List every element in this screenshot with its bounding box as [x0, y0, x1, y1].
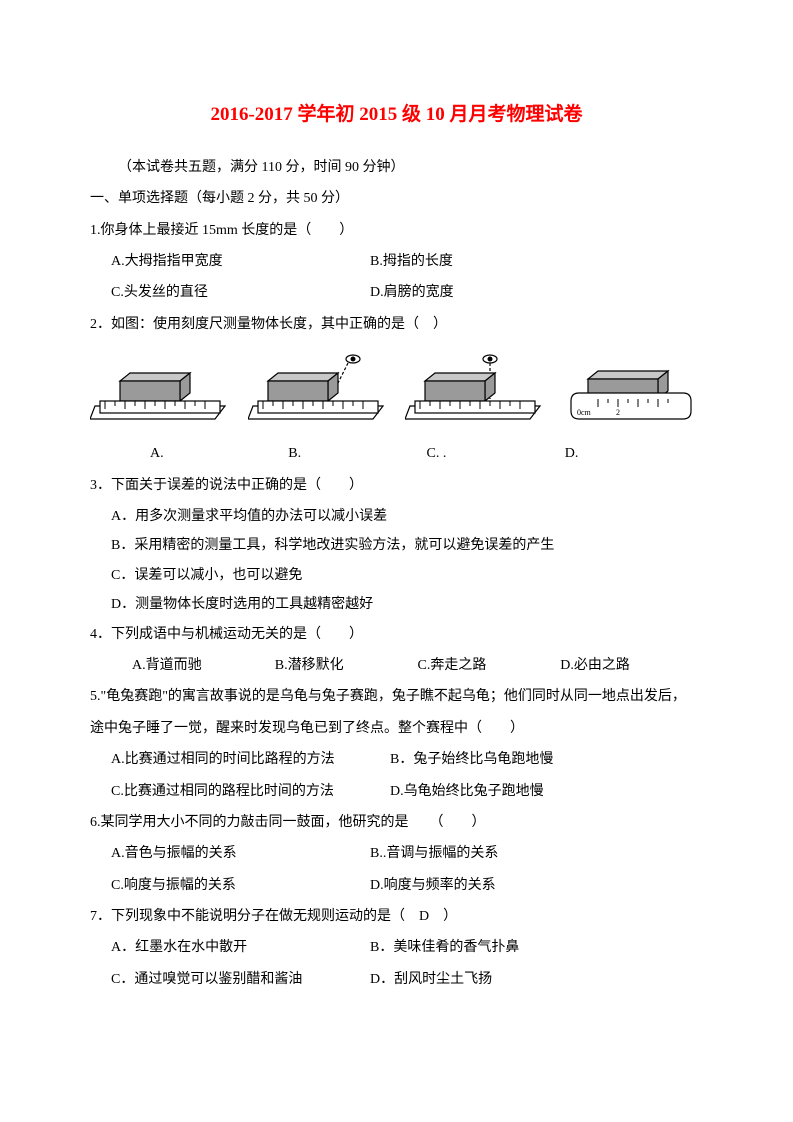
q3-opt-a: A．用多次测量求平均值的办法可以减小误差	[90, 502, 703, 531]
q2-diagrams: 0cm 2	[90, 341, 703, 431]
exam-info: （本试卷共五题，满分 110 分，时间 90 分钟）	[90, 153, 703, 182]
q6-opt-c: C.响度与振幅的关系	[90, 871, 370, 900]
q1-opt-d: D.肩膀的宽度	[370, 278, 454, 307]
q5-stem1: 5."龟兔赛跑"的寓言故事说的是乌龟与兔子赛跑，兔子瞧不起乌龟；他们同时从同一地…	[90, 682, 703, 711]
q5-stem2: 途中兔子睡了一觉，醒来时发现乌龟已到了终点。整个赛程中（ ）	[90, 714, 703, 743]
q3-stem: 3．下面关于误差的说法中正确的是（ ）	[90, 471, 703, 500]
q6-stem: 6.某同学用大小不同的力敲击同一鼓面，他研究的是 （ ）	[90, 808, 703, 837]
q1-opt-a: A.大拇指指甲宽度	[90, 247, 370, 276]
q2-opt-c: C. .	[427, 439, 565, 468]
q6-opt-b: B..音调与振幅的关系	[370, 839, 498, 868]
q1-stem: 1.你身体上最接近 15mm 长度的是（ ）	[90, 216, 703, 245]
q2-diagram-d: 0cm 2	[563, 351, 703, 431]
section-1-header: 一、单项选择题（每小题 2 分，共 50 分）	[90, 184, 703, 213]
q6-opt-d: D.响度与频率的关系	[370, 871, 496, 900]
q2-opt-b: B.	[288, 439, 426, 468]
q7-opt-c: C．通过嗅觉可以鉴别醋和酱油	[90, 965, 370, 994]
q6-opt-a: A.音色与振幅的关系	[90, 839, 370, 868]
q2-stem: 2．如图：使用刻度尺测量物体长度，其中正确的是（ ）	[90, 310, 703, 339]
svg-text:0cm: 0cm	[577, 408, 592, 417]
q4-stem: 4．下列成语中与机械运动无关的是（ ）	[90, 620, 703, 649]
q3-opt-c: C．误差可以减小，也可以避免	[90, 561, 703, 590]
q2-diagram-c	[405, 351, 545, 431]
q7-opt-d: D．刮风时尘土飞扬	[370, 965, 492, 994]
q3-opt-d: D．测量物体长度时选用的工具越精密越好	[90, 590, 703, 619]
q2-diagram-a	[90, 351, 230, 431]
q5-opt-c: C.比赛通过相同的路程比时间的方法	[90, 777, 390, 806]
q5-opt-d: D.乌龟始终比兔子跑地慢	[390, 777, 544, 806]
q4-opt-d: D.必由之路	[560, 651, 703, 680]
svg-text:2: 2	[616, 408, 620, 417]
q4-opt-a: A.背道而驰	[132, 651, 275, 680]
exam-title: 2016-2017 学年初 2015 级 10 月月考物理试卷	[90, 95, 703, 135]
q2-opt-d: D.	[565, 439, 703, 468]
q7-opt-a: A．红墨水在水中散开	[90, 933, 370, 962]
q5-opt-b: B．兔子始终比乌龟跑地慢	[390, 745, 553, 774]
q4-opt-c: C.奔走之路	[418, 651, 561, 680]
q2-opt-a: A.	[150, 439, 288, 468]
q1-opt-b: B.拇指的长度	[370, 247, 453, 276]
q2-diagram-b	[248, 351, 388, 431]
q5-opt-a: A.比赛通过相同的时间比路程的方法	[90, 745, 390, 774]
q1-opt-c: C.头发丝的直径	[90, 278, 370, 307]
q3-opt-b: B．采用精密的测量工具，科学地改进实验方法，就可以避免误差的产生	[90, 531, 703, 560]
q7-stem: 7．下列现象中不能说明分子在做无规则运动的是（ D ）	[90, 902, 703, 931]
q7-opt-b: B．美味佳肴的香气扑鼻	[370, 933, 519, 962]
q4-opt-b: B.潜移默化	[275, 651, 418, 680]
